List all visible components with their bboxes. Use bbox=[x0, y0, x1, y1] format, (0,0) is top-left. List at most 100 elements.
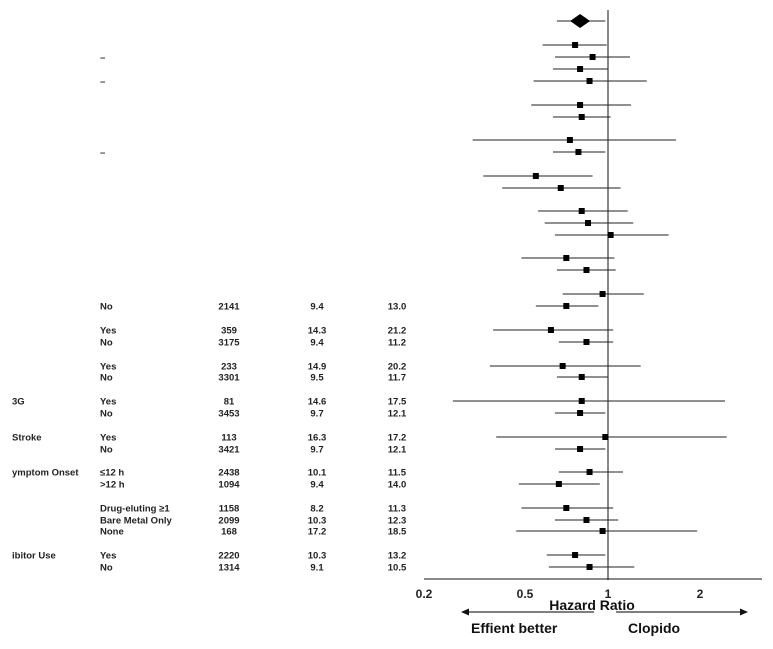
point-estimate bbox=[566, 137, 573, 143]
rate-effient: 14.6 bbox=[308, 397, 327, 408]
point-estimate bbox=[586, 78, 593, 84]
subgroup-estimate bbox=[556, 267, 616, 273]
group-label: ymptom Onset bbox=[12, 468, 79, 479]
point-estimate bbox=[563, 255, 570, 261]
plot-area bbox=[452, 10, 727, 580]
subgroup-estimate bbox=[533, 78, 647, 84]
subgroup-estimate bbox=[518, 481, 600, 487]
point-estimate bbox=[563, 505, 570, 511]
rate-clopidogrel: 13.0 bbox=[388, 302, 407, 313]
subgroup-estimate bbox=[554, 232, 669, 238]
x-axis-label: Hazard Ratio bbox=[549, 597, 635, 613]
rate-effient: 9.7 bbox=[310, 445, 323, 456]
point-estimate bbox=[578, 114, 585, 120]
point-estimate bbox=[583, 339, 590, 345]
point-estimate bbox=[577, 102, 584, 108]
point-estimate bbox=[585, 220, 592, 226]
subgroup-label: No bbox=[100, 373, 113, 384]
subgroup-label: Drug-eluting ≥1 bbox=[100, 504, 170, 515]
diamond-marker bbox=[570, 14, 591, 28]
n-value: 2099 bbox=[218, 516, 239, 527]
rate-clopidogrel: 14.0 bbox=[388, 480, 407, 491]
subgroup-label: Yes bbox=[100, 362, 116, 373]
subgroup-label: Yes bbox=[100, 326, 116, 337]
point-estimate bbox=[555, 481, 562, 487]
subgroup-estimate bbox=[502, 185, 621, 191]
overall-estimate bbox=[556, 14, 606, 28]
rate-clopidogrel: 21.2 bbox=[388, 326, 407, 337]
point-estimate bbox=[599, 528, 606, 534]
subgroup-label: Yes bbox=[100, 551, 116, 562]
subgroup-estimate bbox=[546, 552, 606, 558]
point-estimate bbox=[583, 267, 590, 273]
rate-clopidogrel: 17.2 bbox=[388, 433, 407, 444]
subgroup-estimate bbox=[472, 137, 676, 143]
subgroup-estimate bbox=[452, 398, 726, 404]
subgroup-estimate bbox=[562, 291, 644, 297]
rate-clopidogrel: 18.5 bbox=[388, 527, 407, 538]
right-direction-label: Clopido bbox=[628, 620, 680, 636]
rate-clopidogrel: 13.2 bbox=[388, 551, 407, 562]
point-estimate bbox=[589, 54, 596, 60]
subgroup-estimate bbox=[554, 446, 606, 452]
n-value: 3175 bbox=[218, 338, 240, 349]
tick-label: 0.2 bbox=[416, 587, 433, 601]
x-axis: Hazard Ratio Effient better Clopido 0.2 0… bbox=[416, 578, 762, 636]
rate-effient: 9.4 bbox=[310, 480, 324, 491]
subgroup-label: None bbox=[100, 527, 124, 538]
n-value: 233 bbox=[221, 362, 237, 373]
rate-effient: 9.5 bbox=[310, 373, 324, 384]
rate-effient: 10.1 bbox=[308, 468, 327, 479]
point-estimate bbox=[557, 185, 564, 191]
point-estimate bbox=[563, 303, 570, 309]
subgroup-label: ≤12 h bbox=[100, 468, 124, 479]
point-estimate bbox=[575, 149, 582, 155]
subgroup-estimate bbox=[521, 255, 615, 261]
group-label: Stroke bbox=[12, 433, 42, 444]
tick-label: 0.5 bbox=[517, 587, 534, 601]
subgroup-label: No bbox=[100, 338, 113, 349]
tick-label: 1 bbox=[605, 587, 612, 601]
n-value: 3301 bbox=[218, 373, 240, 384]
n-value: 2438 bbox=[218, 468, 239, 479]
n-value: 168 bbox=[221, 527, 237, 538]
rate-clopidogrel: 11.3 bbox=[388, 504, 406, 515]
subgroup-estimate bbox=[552, 114, 611, 120]
rate-effient: 16.3 bbox=[308, 433, 327, 444]
rate-effient: 10.3 bbox=[308, 551, 327, 562]
subgroup-label: Yes bbox=[100, 433, 116, 444]
right-arrow bbox=[616, 608, 748, 616]
rate-clopidogrel: 10.5 bbox=[388, 563, 407, 574]
rate-clopidogrel: 12.1 bbox=[388, 409, 407, 420]
point-estimate bbox=[607, 232, 614, 238]
point-estimate bbox=[578, 208, 585, 214]
subgroup-label: >12 h bbox=[100, 480, 125, 491]
n-value: 3453 bbox=[218, 409, 239, 420]
rate-effient: 10.3 bbox=[308, 516, 327, 527]
subgroup-estimate bbox=[542, 42, 607, 48]
subgroup-label: No bbox=[100, 563, 113, 574]
group-label: 3G bbox=[12, 397, 25, 408]
group-label: ibitor Use bbox=[12, 551, 56, 562]
rate-clopidogrel: 17.5 bbox=[388, 397, 407, 408]
rate-effient: 9.7 bbox=[310, 409, 323, 420]
n-value: 1094 bbox=[218, 480, 240, 491]
subgroup-estimate bbox=[535, 303, 599, 309]
subgroup-estimate bbox=[552, 149, 606, 155]
subgroup-estimate bbox=[521, 505, 614, 511]
rate-effient: 14.3 bbox=[308, 326, 327, 337]
point-estimate bbox=[577, 410, 584, 416]
point-estimate bbox=[577, 66, 584, 72]
dash-marker: – bbox=[100, 77, 105, 88]
subgroup-estimate bbox=[489, 363, 641, 369]
point-estimate bbox=[602, 434, 609, 440]
point-estimate bbox=[577, 446, 584, 452]
n-value: 1158 bbox=[219, 504, 240, 515]
subgroup-label: No bbox=[100, 302, 113, 313]
subgroup-estimate bbox=[516, 528, 698, 534]
subgroup-label: No bbox=[100, 445, 113, 456]
point-estimate bbox=[547, 327, 554, 333]
rate-effient: 9.4 bbox=[310, 338, 324, 349]
